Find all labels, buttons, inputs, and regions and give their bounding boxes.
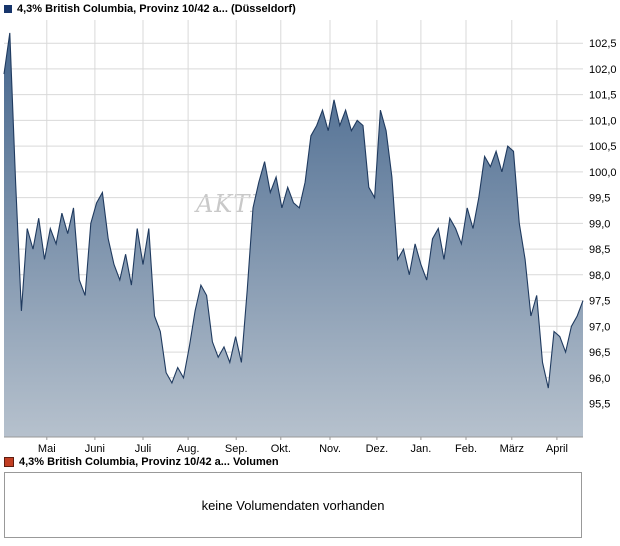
price-series-label: 4,3% British Columbia, Provinz 10/42 a..… [17, 3, 296, 15]
svg-text:Nov.: Nov. [319, 443, 341, 455]
svg-text:98,0: 98,0 [589, 270, 610, 282]
svg-text:96,5: 96,5 [589, 347, 610, 359]
svg-text:102,5: 102,5 [589, 38, 617, 50]
svg-text:101,0: 101,0 [589, 115, 617, 127]
svg-text:97,5: 97,5 [589, 296, 610, 308]
svg-text:Jan.: Jan. [411, 443, 432, 455]
price-legend: 4,3% British Columbia, Provinz 10/42 a..… [4, 3, 296, 15]
svg-text:Juni: Juni [85, 443, 105, 455]
svg-text:100,5: 100,5 [589, 141, 617, 153]
svg-text:Sep.: Sep. [225, 443, 248, 455]
svg-text:Feb.: Feb. [455, 443, 477, 455]
svg-text:100,0: 100,0 [589, 167, 617, 179]
svg-text:Mai: Mai [38, 443, 56, 455]
svg-text:97,0: 97,0 [589, 321, 610, 333]
svg-text:98,5: 98,5 [589, 244, 610, 256]
volume-legend: 4,3% British Columbia, Provinz 10/42 a..… [4, 456, 279, 468]
svg-text:102,0: 102,0 [589, 64, 617, 76]
svg-text:Okt.: Okt. [271, 443, 291, 455]
svg-text:96,0: 96,0 [589, 373, 610, 385]
svg-text:95,5: 95,5 [589, 399, 610, 411]
svg-text:101,5: 101,5 [589, 90, 617, 102]
svg-text:99,5: 99,5 [589, 193, 610, 205]
volume-empty-message: keine Volumendaten vorhanden [201, 497, 385, 513]
volume-panel: keine Volumendaten vorhanden [4, 472, 582, 538]
svg-text:Dez.: Dez. [366, 443, 389, 455]
watermark-text: AKTI [196, 190, 261, 218]
svg-text:Aug.: Aug. [177, 443, 200, 455]
price-series-swatch [4, 5, 12, 13]
svg-text:März: März [500, 443, 524, 455]
volume-series-swatch [4, 457, 14, 467]
svg-text:April: April [546, 443, 568, 455]
svg-text:99,0: 99,0 [589, 218, 610, 230]
volume-series-label: 4,3% British Columbia, Provinz 10/42 a..… [19, 456, 279, 468]
svg-text:Juli: Juli [135, 443, 152, 455]
price-area-chart: Mai Juni Juli Aug. Sep. Okt. Nov. Dez. Jan. Feb. M… [3, 20, 617, 455]
